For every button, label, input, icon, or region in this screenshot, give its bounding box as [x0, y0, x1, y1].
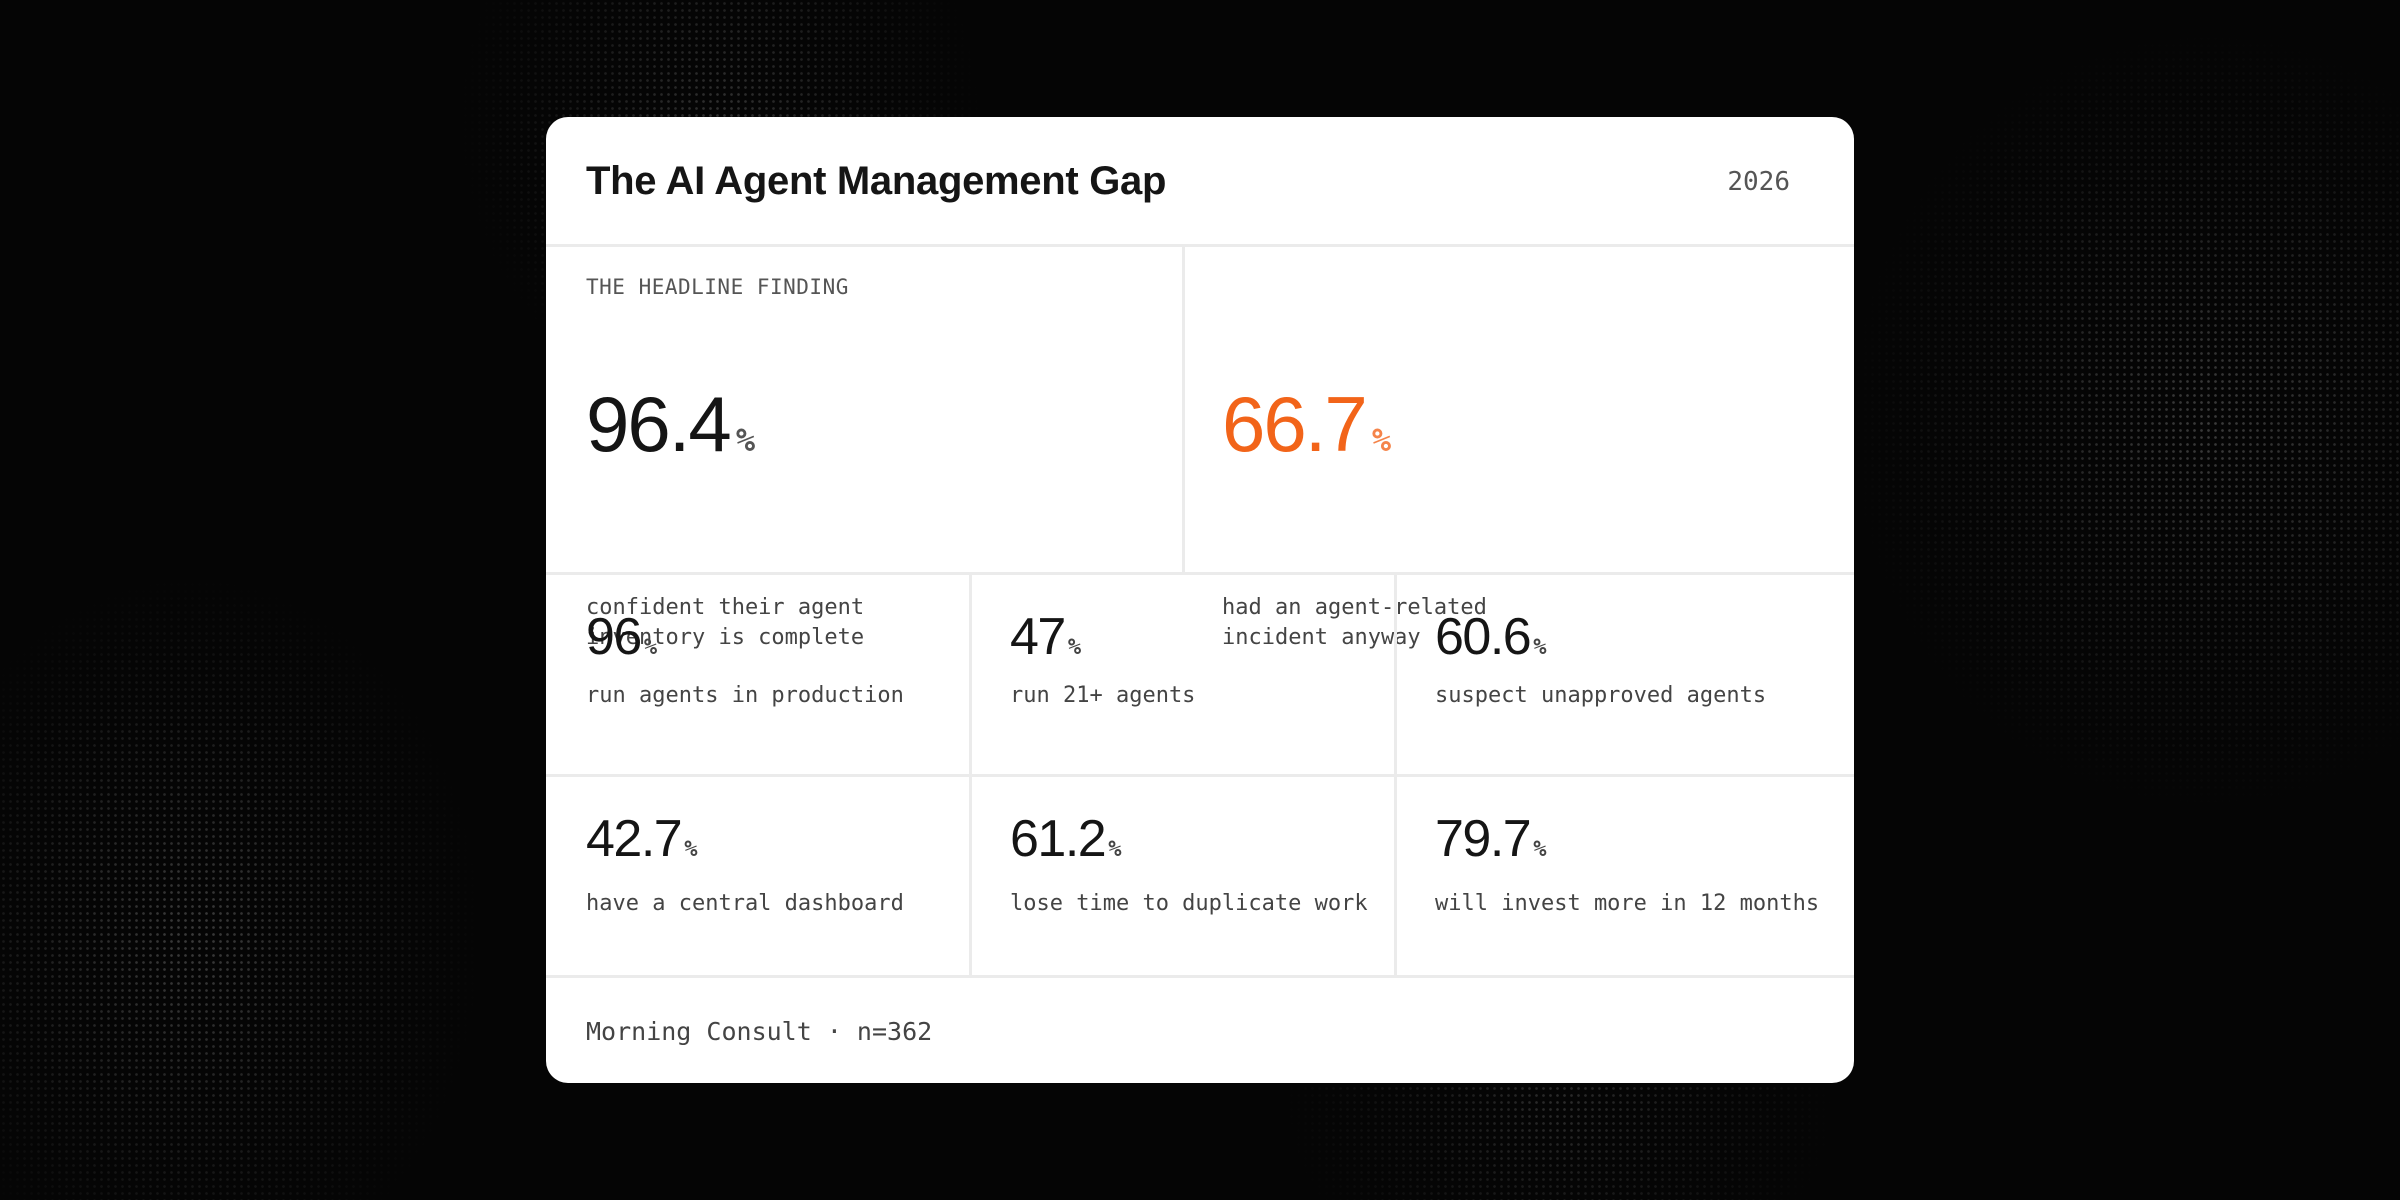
- row-divider-3: [546, 975, 1854, 978]
- headline-stat-1-value: 96.4: [586, 380, 732, 468]
- stat-unapproved-label: suspect unapproved agents: [1435, 683, 1767, 708]
- stat-invest-more-unit: %: [1533, 837, 1547, 862]
- stat-dashboard-label: have a central dashboard: [586, 891, 904, 916]
- stat-unapproved-unit: %: [1533, 635, 1547, 660]
- headline-stat-2: 66.7%: [1222, 385, 1391, 463]
- headline-stat-2-line1: had an agent-related: [1222, 595, 1487, 620]
- stat-dashboard: 42.7%: [586, 813, 697, 865]
- stat-production-label: run agents in production: [586, 683, 904, 708]
- stat-production: 96%: [586, 611, 657, 663]
- headline-stat-2-desc: had an agent-related incident anyway: [1222, 593, 1487, 653]
- headline-eyebrow: THE HEADLINE FINDING: [586, 275, 849, 299]
- headline-stat-2-value: 66.7: [1222, 380, 1368, 468]
- stat-dashboard-value: 42.7: [586, 810, 683, 868]
- headline-stat-2-line2: incident anyway: [1222, 625, 1421, 650]
- stats-card: The AI Agent Management Gap 2026 THE HEA…: [546, 117, 1854, 1083]
- card-year: 2026: [1727, 167, 1790, 197]
- stat-21-agents-value: 47: [1010, 608, 1066, 666]
- card-header: The AI Agent Management Gap 2026: [546, 117, 1854, 247]
- stat-invest-more-value: 79.7: [1435, 810, 1532, 868]
- stat-unapproved-value: 60.6: [1435, 608, 1532, 666]
- card-footer: Morning Consult · n=362: [586, 1017, 933, 1046]
- stat-21-agents-label: run 21+ agents: [1010, 683, 1196, 708]
- headline-stat-1: 96.4%: [586, 385, 755, 463]
- stat-duplicate-work-unit: %: [1108, 837, 1122, 862]
- headline-stat-2-unit: %: [1371, 421, 1392, 459]
- headline-stat-1-desc: confident their agent inventory is compl…: [586, 593, 864, 653]
- stat-duplicate-work-value: 61.2: [1010, 810, 1107, 868]
- stat-invest-more: 79.7%: [1435, 813, 1546, 865]
- row-divider-1: [546, 572, 1854, 575]
- stat-production-unit: %: [643, 635, 658, 660]
- stat-21-agents-unit: %: [1067, 635, 1082, 660]
- stat-invest-more-label: will invest more in 12 months: [1435, 891, 1820, 916]
- stat-duplicate-work-label: lose time to duplicate work: [1010, 891, 1368, 916]
- stat-production-value: 96: [586, 608, 642, 666]
- stat-21-agents: 47%: [1010, 611, 1081, 663]
- stat-dashboard-unit: %: [684, 837, 698, 862]
- headline-stat-1-unit: %: [735, 421, 756, 459]
- headline-stat-1-line2: inventory is complete: [586, 625, 865, 650]
- divider: [1182, 247, 1185, 572]
- stat-duplicate-work: 61.2%: [1010, 813, 1121, 865]
- card-title: The AI Agent Management Gap: [586, 159, 1167, 203]
- stat-unapproved: 60.6%: [1435, 611, 1546, 663]
- row-divider-2: [546, 774, 1854, 777]
- headline-stat-1-line1: confident their agent: [586, 595, 865, 620]
